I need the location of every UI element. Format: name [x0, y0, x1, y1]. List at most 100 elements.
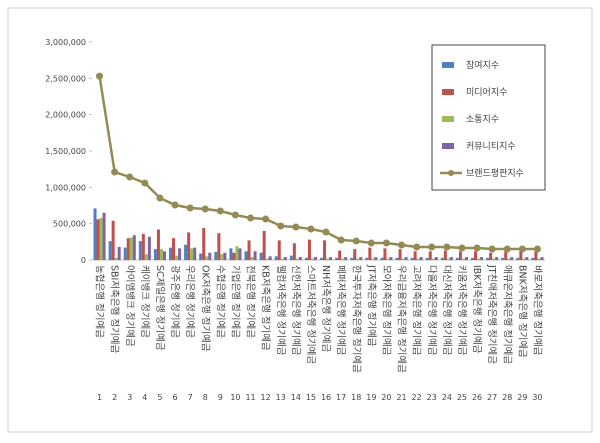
bar: [477, 258, 481, 260]
x-tick-label: 수협은행 정기예금: [214, 265, 226, 338]
line-marker: [262, 215, 270, 223]
bar: [380, 257, 384, 260]
line-marker: [216, 207, 224, 215]
legend-swatch: [442, 62, 454, 68]
bar: [537, 258, 541, 260]
bar: [489, 252, 493, 260]
bar: [247, 240, 251, 260]
y-tick-label: 500,000: [53, 220, 86, 229]
x-tick-label: OK저축은행 정기예금: [199, 265, 211, 352]
bar: [431, 258, 435, 260]
bar: [413, 251, 417, 260]
bar: [534, 251, 538, 260]
bar: [401, 258, 405, 260]
line-marker: [413, 243, 421, 251]
line-marker: [488, 245, 496, 253]
x-tick-label: 우리은행 정기예금: [184, 265, 196, 338]
line-marker: [428, 243, 436, 251]
x-tick-label: 대신저축은행 정기예금: [441, 265, 453, 356]
bar: [289, 255, 293, 260]
bar: [292, 243, 296, 260]
bar: [341, 258, 345, 260]
bar: [480, 257, 484, 260]
rank-label: 28: [502, 393, 512, 402]
rank-label: 30: [532, 393, 542, 402]
bar: [295, 258, 299, 260]
line-marker: [96, 72, 104, 80]
bar: [344, 257, 348, 260]
bar: [274, 256, 278, 260]
y-tick-label: 2,500,000: [45, 74, 86, 83]
bar: [307, 239, 311, 260]
line-marker: [352, 237, 360, 245]
bar: [147, 236, 151, 260]
x-tick-label: 웰컴저축은행 정기예금: [275, 265, 287, 356]
x-tick-label: 애큐온저축은행 정기예금: [501, 265, 513, 364]
bar: [304, 257, 308, 260]
bar: [440, 257, 444, 260]
bar: [510, 257, 514, 260]
bar: [205, 256, 209, 260]
x-tick-label: 광주은행 정기예금: [169, 265, 181, 338]
x-tick-label: 기업은행 정기예금: [229, 265, 241, 338]
bar: [471, 257, 475, 260]
bar: [184, 244, 188, 260]
bar: [320, 257, 324, 260]
line-marker: [126, 173, 134, 181]
x-tick-label: 우리금융저축은행 정기예금: [396, 265, 408, 373]
bar: [359, 257, 363, 260]
rank-label: 23: [427, 393, 437, 402]
rank-label: 16: [321, 393, 331, 402]
bar: [313, 257, 317, 260]
line-marker: [292, 223, 300, 231]
bar: [455, 257, 459, 260]
bar: [190, 248, 194, 260]
rank-label: 26: [472, 393, 482, 402]
bar: [277, 240, 281, 260]
line-marker: [337, 236, 345, 244]
bar: [371, 258, 375, 260]
bar: [193, 247, 197, 260]
bar: [202, 228, 206, 260]
bar: [398, 249, 402, 260]
y-tick-label: 0: [81, 256, 86, 265]
x-tick-label: 전북은행 정기예금: [245, 265, 257, 338]
bar: [461, 258, 465, 260]
rank-label: 13: [276, 393, 286, 402]
bar: [232, 252, 236, 260]
bar: [238, 248, 242, 260]
bar: [531, 257, 535, 260]
bar: [458, 251, 462, 260]
rank-label: 14: [291, 393, 301, 402]
bar: [244, 251, 248, 260]
line-marker: [458, 244, 466, 252]
rank-label: 6: [173, 393, 178, 402]
bar: [350, 257, 354, 260]
x-tick-label: 모아저축은행 정기예금: [380, 265, 392, 356]
legend-swatch: [442, 89, 454, 95]
bar: [365, 257, 369, 260]
legend-swatch: [442, 116, 454, 122]
bar: [223, 252, 227, 260]
bar: [492, 258, 496, 260]
bar: [519, 251, 523, 260]
line-marker: [398, 241, 406, 249]
rank-label: 10: [230, 393, 240, 402]
bar: [175, 255, 179, 260]
x-tick-label: 고려저축은행 정기예금: [411, 265, 423, 356]
legend-label: 커뮤니티지수: [466, 141, 516, 152]
legend-label: 소통지수: [466, 114, 499, 125]
bar: [108, 241, 112, 260]
legend-label: 브랜드평판지수: [466, 168, 524, 179]
bar: [425, 257, 429, 260]
bar: [208, 252, 212, 260]
bar: [253, 251, 257, 260]
bar: [507, 258, 511, 260]
bar: [111, 220, 115, 260]
line-marker: [518, 245, 526, 253]
rank-label: 9: [218, 393, 223, 402]
legend-label: 미디어지수: [466, 87, 507, 98]
bar: [525, 257, 529, 260]
bar: [449, 257, 453, 260]
line-marker: [503, 245, 511, 253]
